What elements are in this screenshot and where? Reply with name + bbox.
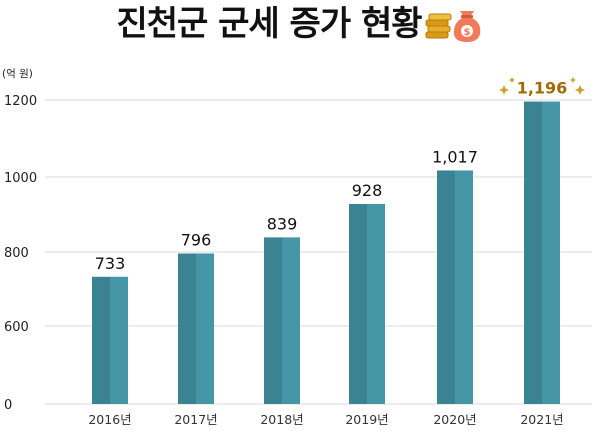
chart-title: 진천군 군세 증가 현황 bbox=[116, 4, 422, 44]
x-tick-label: 2017년 bbox=[174, 412, 217, 427]
bar bbox=[349, 204, 367, 404]
sparkle-icon bbox=[509, 77, 515, 83]
y-tick-label: 0 bbox=[4, 398, 12, 413]
y-tick-label: 1200 bbox=[4, 94, 37, 109]
data-label: 1,017 bbox=[432, 147, 478, 166]
sparkle-icon bbox=[499, 85, 509, 95]
data-label: 1,196 bbox=[517, 79, 568, 98]
unit-label: (억 원) bbox=[2, 68, 33, 80]
y-axis-ticks: 0 600 800 1000 1200 bbox=[4, 94, 37, 413]
bar bbox=[264, 237, 282, 404]
bar bbox=[196, 253, 214, 404]
bar bbox=[282, 237, 300, 404]
x-tick-label: 2021년 bbox=[520, 412, 563, 427]
y-tick-label: 1000 bbox=[4, 171, 37, 186]
coin-stack-icon bbox=[425, 13, 452, 39]
bars bbox=[92, 101, 560, 404]
y-tick-label: 800 bbox=[4, 246, 29, 261]
sparkle-icon bbox=[575, 85, 585, 95]
data-label: 839 bbox=[267, 214, 298, 233]
data-label: 733 bbox=[95, 254, 126, 273]
bar bbox=[455, 170, 473, 404]
x-tick-label: 2020년 bbox=[433, 412, 476, 427]
bar bbox=[367, 204, 385, 404]
data-label: 796 bbox=[181, 230, 212, 249]
bar bbox=[542, 101, 560, 404]
svg-text:$: $ bbox=[463, 27, 470, 38]
bar bbox=[437, 170, 455, 404]
x-tick-label: 2016년 bbox=[88, 412, 131, 427]
sparkle-icon bbox=[570, 77, 576, 83]
bar bbox=[92, 276, 110, 404]
y-tick-label: 600 bbox=[4, 320, 29, 335]
data-label: 928 bbox=[352, 181, 383, 200]
x-axis-ticks: 2016년 2017년 2018년 2019년 2020년 2021년 bbox=[88, 412, 563, 427]
money-bag-icon: $ bbox=[453, 11, 480, 42]
x-tick-label: 2018년 bbox=[260, 412, 303, 427]
sparkle-icon bbox=[499, 77, 585, 95]
data-labels: 733 796 839 928 1,017 1,196 bbox=[95, 79, 568, 273]
title-decoration: $ bbox=[424, 2, 484, 46]
x-tick-label: 2019년 bbox=[345, 412, 388, 427]
grid-lines bbox=[45, 99, 592, 405]
chart-title-area: 진천군 군세 증가 현황 $ bbox=[0, 2, 600, 46]
bar bbox=[110, 276, 128, 404]
bar bbox=[524, 101, 542, 404]
bar bbox=[178, 253, 196, 404]
